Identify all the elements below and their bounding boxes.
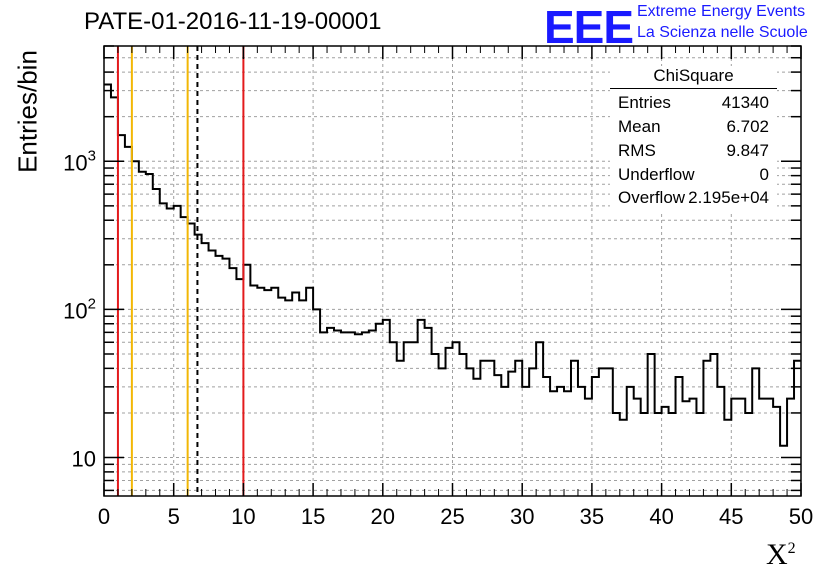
x-tick-label: 10 [231,504,255,529]
x-tick-label: 30 [510,504,534,529]
x-tick-label: 50 [789,504,813,529]
page-title: PATE-01-2016-11-19-00001 [84,8,382,35]
stats-label-rms: RMS [618,141,656,160]
logo-line-1: Extreme Energy Events [637,3,806,20]
stats-label-entries: Entries [618,93,671,112]
y-axis-label: Entries/bin [12,50,43,173]
stats-value-rms: 9.847 [726,141,769,160]
logo-line-2: La Scienza nelle Scuole [637,24,808,41]
histogram [104,83,801,447]
stats-label-overflow: Overflow [618,188,686,207]
stats-divider [610,88,777,89]
x-tick-label: 15 [301,504,325,529]
stats-title: ChiSquare [653,66,734,85]
x-tick-label: 5 [168,504,180,529]
x-tick-label: 20 [371,504,395,529]
x-tick-label: 25 [440,504,464,529]
stats-value-overflow: 2.195e+04 [688,188,769,207]
x-tick-label: 0 [98,504,110,529]
grid [104,45,801,496]
x-axis-ticks: 0 5 10 15 20 25 30 35 40 45 50 [98,46,813,529]
x-axis-label-base: X [766,538,788,571]
histogram-line [104,83,801,447]
y-tick-label: 103 [63,147,96,175]
stats-label-underflow: Underflow [618,165,695,184]
marker-lines [116,46,245,496]
y-axis-ticks: 10 102 103 [63,45,801,492]
x-tick-label: 35 [580,504,604,529]
x-tick-label: 40 [649,504,673,529]
stats-label-mean: Mean [618,117,661,136]
y-tick-label: 10 [72,447,96,472]
stats-box: ChiSquare Entries 41340 Mean 6.702 RMS 9… [610,66,777,212]
stats-value-mean: 6.702 [726,117,769,136]
x-axis-label-exp: 2 [787,540,796,557]
eee-logo: EEE [544,1,634,53]
y-tick-label: 102 [63,295,96,323]
x-axis-label: X2 [766,538,796,572]
stats-value-entries: 41340 [721,93,769,112]
stats-value-underflow: 0 [759,165,769,184]
x-tick-label: 45 [719,504,743,529]
